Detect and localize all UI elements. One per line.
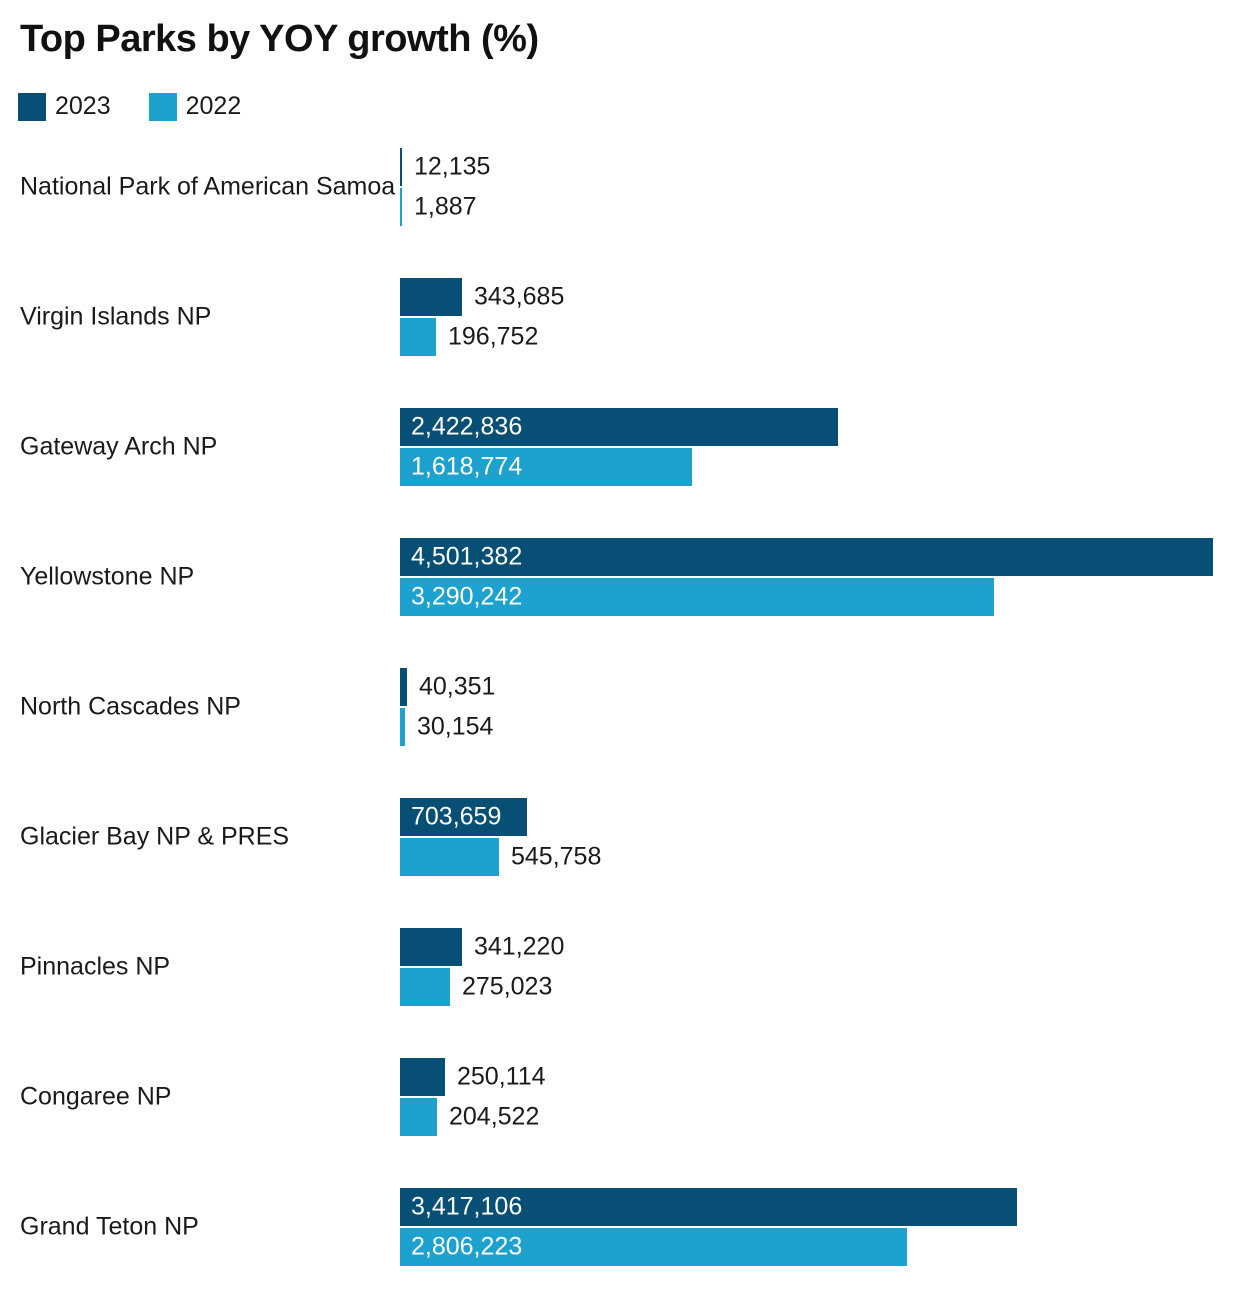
bar-2022: 275,023 <box>400 968 552 1006</box>
value-label-2022: 275,023 <box>462 972 553 1001</box>
park-row: Gateway Arch NP 2,422,836 1,618,774 <box>0 408 1236 486</box>
park-label: Virgin Islands NP <box>20 302 212 331</box>
park-label: Congaree NP <box>20 1082 172 1111</box>
park-label: Grand Teton NP <box>20 1212 199 1241</box>
value-label-2023: 341,220 <box>474 932 565 961</box>
bar-2022: 204,522 <box>400 1098 539 1136</box>
value-label-2023: 250,114 <box>457 1062 546 1091</box>
value-label-2022: 30,154 <box>417 712 494 741</box>
bar-2023: 250,114 <box>400 1058 546 1096</box>
legend-swatch-2022 <box>148 92 177 121</box>
bar-group: 4,501,382 3,290,242 <box>400 538 1220 616</box>
bar-group: 3,417,106 2,806,223 <box>400 1188 1220 1266</box>
bar-2023: 12,135 <box>400 148 490 186</box>
bar-group: 703,659 545,758 <box>400 798 1220 876</box>
bar-2022: 545,758 <box>400 838 601 876</box>
legend: 2023 2022 <box>18 92 279 121</box>
bar-2023: 703,659 <box>400 798 527 836</box>
bar-2023: 40,351 <box>400 668 495 706</box>
chart-title: Top Parks by YOY growth (%) <box>20 18 539 60</box>
bar-group: 250,114 204,522 <box>400 1058 1220 1136</box>
value-label-2023: 40,351 <box>419 672 496 701</box>
value-label-2023: 2,422,836 <box>411 412 523 441</box>
park-row: Glacier Bay NP & PRES 703,659 545,758 <box>0 798 1236 876</box>
park-row: National Park of American Samoa 12,135 1,8… <box>0 148 1236 226</box>
bar-2022: 1,887 <box>400 188 477 226</box>
legend-item-2022: 2022 <box>148 92 242 121</box>
bar-group: 341,220 275,023 <box>400 928 1220 1006</box>
legend-item-2023: 2023 <box>18 92 111 121</box>
park-label: Gateway Arch NP <box>20 432 218 461</box>
value-label-2022: 1,887 <box>414 192 477 221</box>
bar-2022: 1,618,774 <box>400 448 692 486</box>
park-row: Yellowstone NP 4,501,382 3,290,242 <box>0 538 1236 616</box>
bar-2022: 30,154 <box>400 708 493 746</box>
value-label-2022: 1,618,774 <box>411 452 523 481</box>
value-label-2023: 703,659 <box>411 802 502 831</box>
park-row: Grand Teton NP 3,417,106 2,806,223 <box>0 1188 1236 1266</box>
value-label-2022: 196,752 <box>448 322 539 351</box>
value-label-2022: 204,522 <box>449 1102 540 1131</box>
value-label-2023: 343,685 <box>474 282 565 311</box>
park-label: Glacier Bay NP & PRES <box>20 822 290 851</box>
park-label: Pinnacles NP <box>20 952 171 981</box>
bar-2023: 4,501,382 <box>400 538 1213 576</box>
value-label-2022: 545,758 <box>511 842 602 871</box>
bar-2022: 2,806,223 <box>400 1228 907 1266</box>
park-label: National Park of American Samoa <box>20 172 396 201</box>
park-label: North Cascades NP <box>20 692 241 721</box>
legend-swatch-2023 <box>18 92 46 121</box>
bar-2022: 196,752 <box>400 318 538 356</box>
bar-group: 2,422,836 1,618,774 <box>400 408 1220 486</box>
park-label: Yellowstone NP <box>20 562 195 591</box>
bar-2022: 3,290,242 <box>400 578 994 616</box>
bar-2023: 343,685 <box>400 278 564 316</box>
park-row: North Cascades NP 40,351 30,154 <box>0 668 1236 746</box>
value-label-2023: 12,135 <box>414 152 491 181</box>
bar-group: 12,135 1,887 <box>400 148 1220 226</box>
value-label-2023: 3,417,106 <box>411 1192 523 1221</box>
bar-2023: 2,422,836 <box>400 408 838 446</box>
value-label-2023: 4,501,382 <box>411 542 523 571</box>
value-label-2022: 3,290,242 <box>411 582 523 611</box>
legend-label-2022: 2022 <box>185 92 242 120</box>
park-row: Congaree NP 250,114 204,522 <box>0 1058 1236 1136</box>
bar-2023: 341,220 <box>400 928 564 966</box>
bar-group: 343,685 196,752 <box>400 278 1220 356</box>
bar-2023: 3,417,106 <box>400 1188 1017 1226</box>
park-row: Pinnacles NP 341,220 275,023 <box>0 928 1236 1006</box>
park-row: Virgin Islands NP 343,685 196,752 <box>0 278 1236 356</box>
bar-group: 40,351 30,154 <box>400 668 1220 746</box>
value-label-2022: 2,806,223 <box>411 1232 523 1261</box>
legend-label-2023: 2023 <box>55 92 111 120</box>
